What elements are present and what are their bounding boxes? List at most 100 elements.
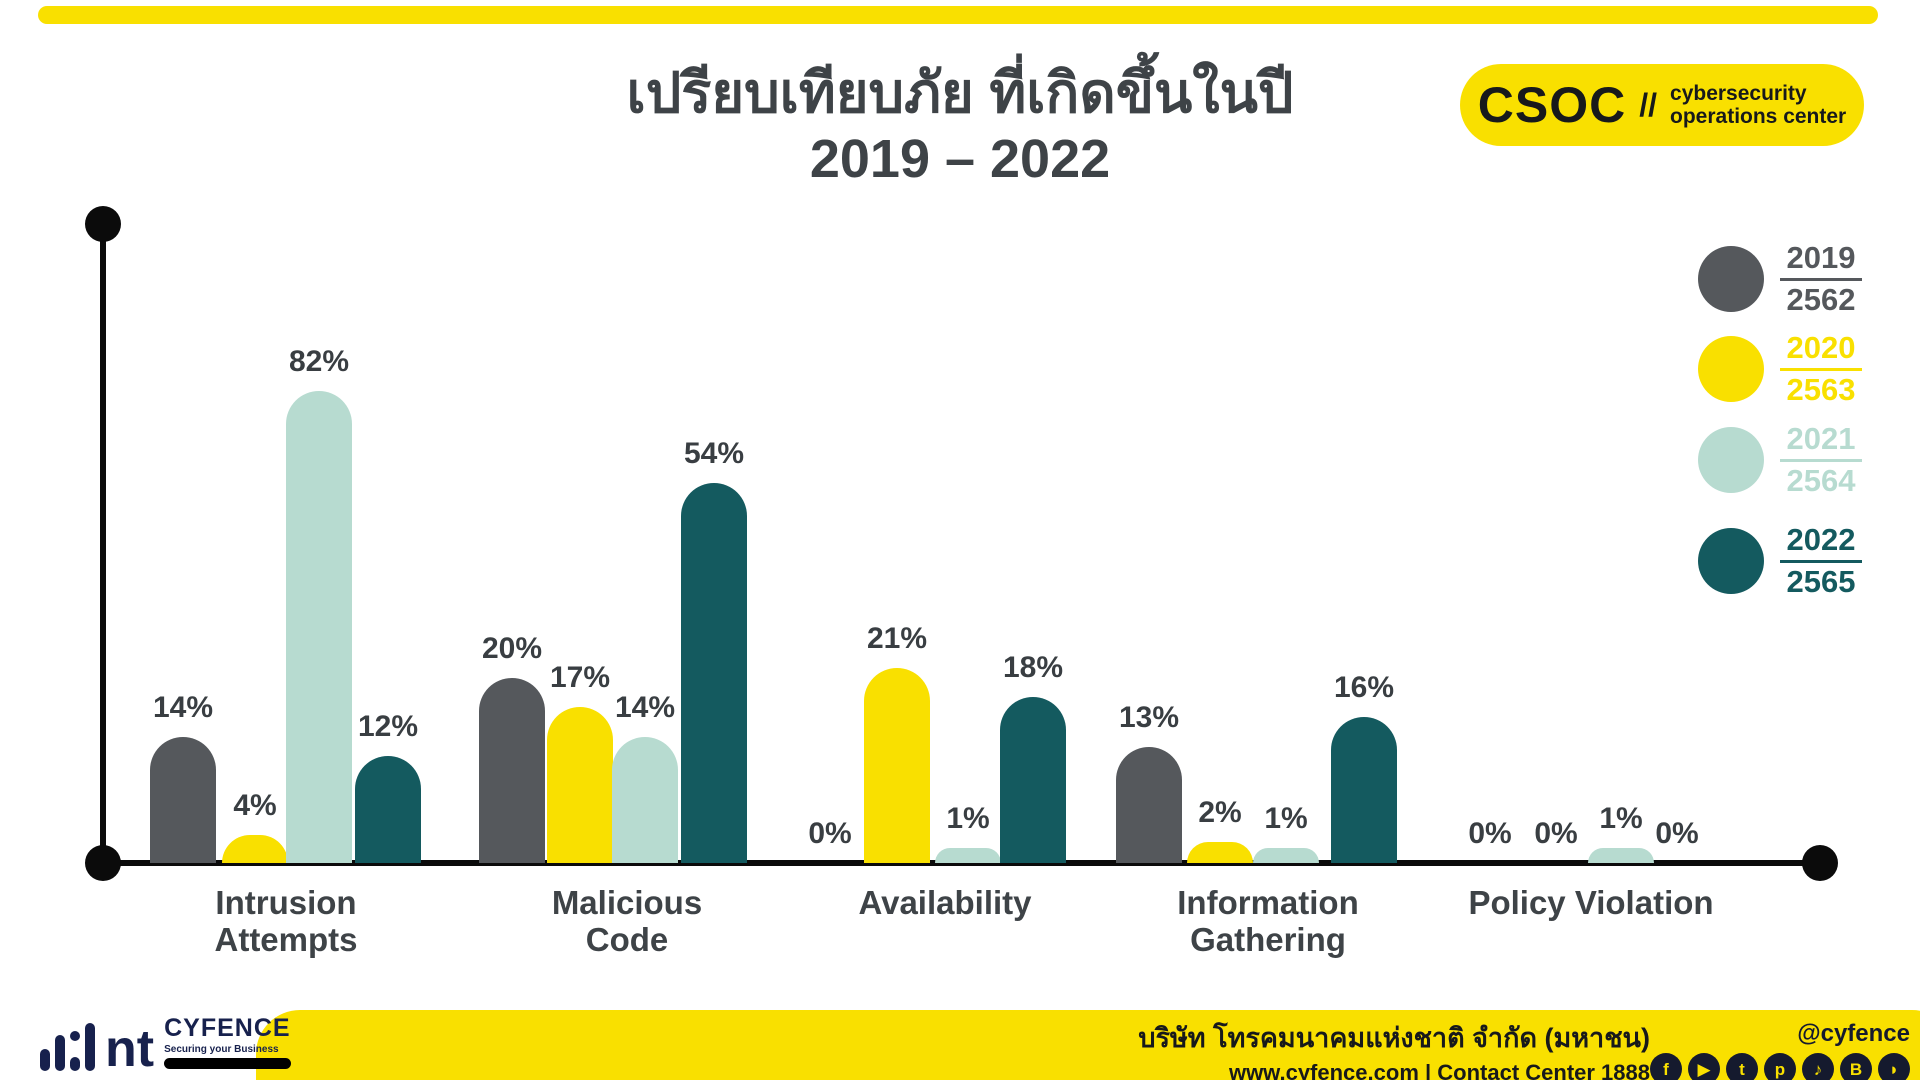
cyfence-tagline: Securing your Business xyxy=(164,1044,279,1055)
chart-title-line2: 2019 – 2022 xyxy=(809,129,1111,189)
legend-swatch-2019 xyxy=(1698,246,1764,313)
bar-2021-intrusion-attempts xyxy=(286,391,352,863)
facebook-icon: f xyxy=(1650,1053,1682,1080)
bar-2020-information-gathering xyxy=(1187,842,1253,863)
nt-logo-dot xyxy=(70,1031,80,1041)
legend-item-2019: 2019 2562 xyxy=(1698,241,1862,317)
footer-contact-line: www.cyfence.com | Contact Center 1888 xyxy=(1228,1060,1650,1080)
csoc-badge: CSOC // cybersecurity operations center xyxy=(1460,64,1864,146)
nt-cyfence-logo: nt CYFENCE Securing your Business xyxy=(40,1014,291,1078)
bar-2021-availability xyxy=(935,848,1001,863)
csoc-desc-line2: operations center xyxy=(1670,105,1847,128)
cyfence-underline-bar xyxy=(164,1058,291,1069)
legend-year-2021: 2021 xyxy=(1780,422,1862,462)
value-label-2019-availability: 0% xyxy=(808,817,852,850)
top-accent-strip xyxy=(38,6,1878,24)
value-label-2020-malicious-code: 17% xyxy=(549,661,611,694)
legend-thai-year-2564: 2564 xyxy=(1786,462,1856,498)
value-label-2020-availability: 21% xyxy=(866,622,928,655)
chart-title-line1: เปรียบเทียบภัย ที่เกิดขึ้นในปี xyxy=(626,61,1294,124)
bar-2022-availability xyxy=(1000,697,1066,863)
legend-label-2021: 2021 2564 xyxy=(1780,422,1862,498)
value-label-2020-intrusion-attempts: 4% xyxy=(233,789,277,822)
nt-logo-text: nt xyxy=(105,1019,155,1078)
social-block: @cyfence f ▶ t p ♪ B ◗ xyxy=(1650,1020,1910,1080)
legend-swatch-2022 xyxy=(1698,528,1764,595)
social-handle: @cyfence xyxy=(1797,1020,1910,1047)
youtube-icon: ▶ xyxy=(1688,1053,1720,1080)
legend-thai-year-2562: 2562 xyxy=(1786,281,1856,317)
legend-thai-year-2565: 2565 xyxy=(1786,563,1856,599)
legend-year-2022: 2022 xyxy=(1780,523,1862,563)
y-axis-endpoint-dot xyxy=(85,206,121,242)
bar-2021-malicious-code xyxy=(612,737,678,863)
csoc-divider: // xyxy=(1639,86,1658,123)
legend-thai-year-2563: 2563 xyxy=(1786,371,1856,407)
category-label-availability: Availability xyxy=(858,884,1032,921)
value-label-2020-policy-violation: 0% xyxy=(1534,817,1578,850)
value-label-2019-policy-violation: 0% xyxy=(1468,817,1512,850)
legend-year-2019: 2019 xyxy=(1780,241,1862,281)
pinterest-icon: p xyxy=(1764,1053,1796,1080)
category-label-malicious-code: Malicious Code xyxy=(551,884,703,958)
bar-2020-availability xyxy=(864,668,930,863)
bar-2021-policy-violation xyxy=(1588,848,1654,863)
footer-company-name: บริษัท โทรคมนาคมแห่งชาติ จำกัด (มหาชน) xyxy=(1138,1023,1650,1053)
value-label-2022-policy-violation: 0% xyxy=(1655,817,1699,850)
category-label-information-gathering: Information Gathering xyxy=(1177,884,1359,958)
footer-texts: บริษัท โทรคมนาคมแห่งชาติ จำกัด (มหาชน) w… xyxy=(1138,1022,1650,1080)
legend-swatch-2020 xyxy=(1698,336,1764,403)
value-label-2021-malicious-code: 14% xyxy=(614,691,676,724)
csoc-description: cybersecurity operations center xyxy=(1670,82,1846,128)
value-label-2021-availability: 1% xyxy=(946,802,990,835)
value-label-2022-availability: 18% xyxy=(1002,651,1064,684)
value-label-2020-information-gathering: 2% xyxy=(1198,796,1242,829)
bar-2019-malicious-code xyxy=(479,678,545,863)
footer-bar xyxy=(256,1010,1920,1080)
bar-2021-information-gathering xyxy=(1253,848,1319,863)
value-label-2019-malicious-code: 20% xyxy=(481,632,543,665)
value-label-2019-information-gathering: 13% xyxy=(1118,701,1180,734)
value-label-2021-policy-violation: 1% xyxy=(1599,802,1643,835)
legend-label-2019: 2019 2562 xyxy=(1780,241,1862,317)
cyfence-brand-text: CYFENCE xyxy=(164,1014,291,1042)
chart-title: เปรียบเทียบภัย ที่เกิดขึ้นในปี 2019 – 20… xyxy=(0,58,1920,190)
value-label-2021-intrusion-attempts: 82% xyxy=(288,345,350,378)
category-label-policy-violation: Policy Violation xyxy=(1468,884,1714,921)
blockdit-icon: B xyxy=(1840,1053,1872,1080)
legend-label-2022: 2022 2565 xyxy=(1780,523,1862,599)
legend-label-2020: 2020 2563 xyxy=(1780,331,1862,407)
axis-origin-dot xyxy=(85,845,121,881)
nt-logo-mark xyxy=(40,1015,95,1071)
category-label-intrusion-attempts: Intrusion Attempts xyxy=(214,884,358,958)
csoc-desc-line1: cybersecurity xyxy=(1670,81,1807,105)
bar-2020-malicious-code xyxy=(547,707,613,863)
podcast-icon: ◗ xyxy=(1878,1053,1910,1080)
bar-2022-information-gathering xyxy=(1331,717,1397,863)
value-label-2019-intrusion-attempts: 14% xyxy=(152,691,214,724)
value-label-2022-information-gathering: 16% xyxy=(1333,671,1395,704)
value-label-2022-malicious-code: 54% xyxy=(683,437,745,470)
legend-year-2020: 2020 xyxy=(1780,331,1862,371)
cyfence-block: CYFENCE Securing your Business xyxy=(164,1014,291,1071)
csoc-logo-text: CSOC xyxy=(1477,77,1627,133)
value-label-2021-information-gathering: 1% xyxy=(1264,802,1308,835)
bar-2022-intrusion-attempts xyxy=(355,756,421,863)
legend-item-2021: 2021 2564 xyxy=(1698,422,1862,498)
social-icons: f ▶ t p ♪ B ◗ xyxy=(1650,1053,1910,1080)
legend-item-2022: 2022 2565 xyxy=(1698,523,1862,599)
x-axis-endpoint-dot xyxy=(1802,845,1838,881)
x-axis-line xyxy=(100,860,1822,866)
tiktok-icon: ♪ xyxy=(1802,1053,1834,1080)
bar-2019-information-gathering xyxy=(1116,747,1182,863)
twitter-icon: t xyxy=(1726,1053,1758,1080)
legend-item-2020: 2020 2563 xyxy=(1698,331,1862,407)
legend-swatch-2021 xyxy=(1698,427,1764,494)
bar-2022-malicious-code xyxy=(681,483,747,863)
bar-2019-intrusion-attempts xyxy=(150,737,216,863)
y-axis-line xyxy=(100,224,106,866)
value-label-2022-intrusion-attempts: 12% xyxy=(357,710,419,743)
bar-2020-intrusion-attempts xyxy=(222,835,288,863)
